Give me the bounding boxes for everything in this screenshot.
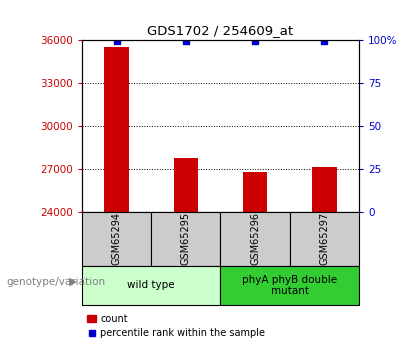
- Point: [182, 39, 189, 44]
- Bar: [82, 266, 220, 305]
- Bar: [290, 212, 359, 266]
- Text: phyA phyB double
mutant: phyA phyB double mutant: [242, 275, 337, 296]
- Bar: [82, 212, 151, 266]
- Bar: [151, 212, 220, 266]
- Title: GDS1702 / 254609_at: GDS1702 / 254609_at: [147, 24, 294, 37]
- Text: wild type: wild type: [127, 280, 175, 290]
- Bar: [174, 158, 198, 212]
- Text: GSM65294: GSM65294: [112, 213, 121, 265]
- Point: [252, 39, 259, 44]
- Bar: [243, 172, 267, 212]
- Bar: [312, 167, 336, 212]
- Bar: [105, 47, 129, 212]
- Text: genotype/variation: genotype/variation: [6, 277, 105, 287]
- Text: GSM65296: GSM65296: [250, 213, 260, 265]
- Point: [113, 39, 120, 44]
- Text: GSM65295: GSM65295: [181, 213, 191, 265]
- Text: GSM65297: GSM65297: [320, 213, 329, 265]
- Point: [321, 39, 328, 44]
- Bar: [220, 212, 290, 266]
- Bar: [220, 266, 359, 305]
- Legend: count, percentile rank within the sample: count, percentile rank within the sample: [87, 314, 265, 338]
